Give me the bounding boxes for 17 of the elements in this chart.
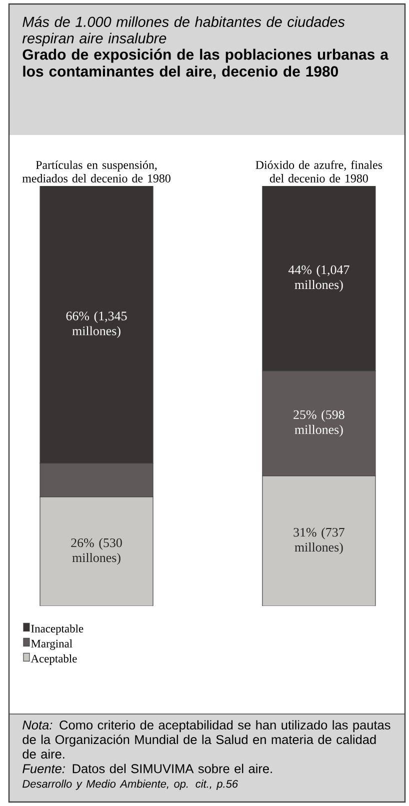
legend-label: Inaceptable [31, 624, 84, 635]
data-label: 66% (1,345 millones) [66, 311, 127, 338]
text: Desarrollo y Medio Ambiente, op. cit., p.56 [22, 780, 238, 790]
legend-label: Aceptable [30, 654, 77, 665]
x-tick-label: Partículas en suspensión, mediados del decenio de 1980 [22, 160, 170, 182]
data-label: 25% (598 millones) [294, 410, 344, 437]
x-tick-label: Dióxido de azufre, finales del decenio de 1980 [256, 160, 382, 182]
bar [40, 496, 154, 606]
bar [262, 475, 376, 606]
chart-title: Grado de exposición de las poblaciones urbanas a los contaminantes del aire, decenio de 1980 [22, 48, 389, 79]
data-label: 44% (1,047 millones) [288, 265, 350, 292]
chart-subtitle: Más de 1.000 millones de habitantes de ciudades respiran aire insalubre [22, 16, 345, 46]
text: Nota: Como criterio de aceptabilidad se han utilizado las pautas de la Organización Mundial de la Salud en materia de calidad de aire. [22, 720, 390, 759]
legend-label: Marginal [31, 639, 72, 650]
text: Fuente: Datos del SIMUVIMA sobre el aire. [22, 764, 272, 774]
data-label: 26% (530 millones) [71, 538, 122, 565]
data-label: 31% (737 millones) [294, 528, 344, 554]
